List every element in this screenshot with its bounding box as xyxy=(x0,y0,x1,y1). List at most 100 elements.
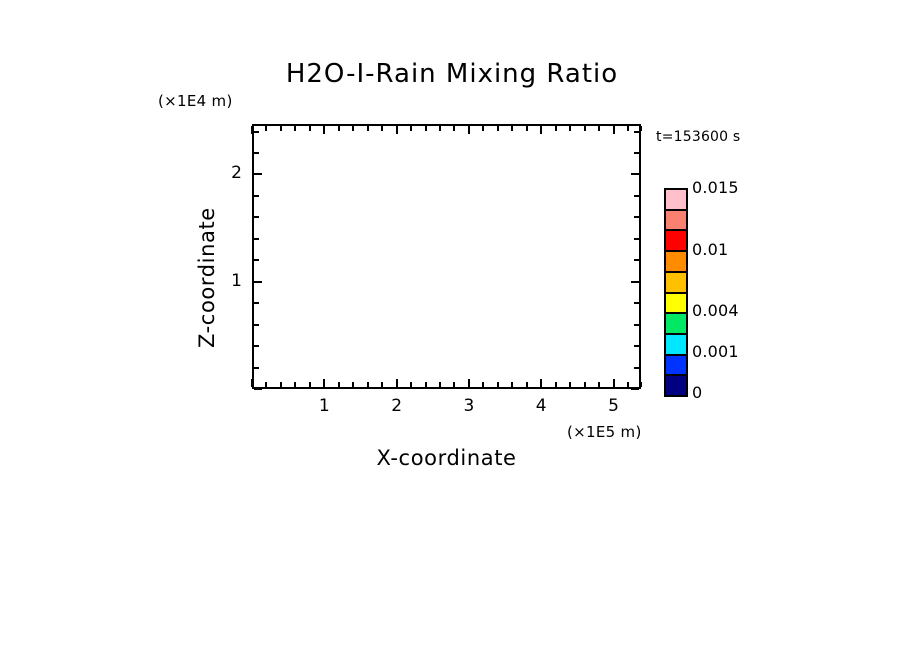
x-tick-top-minor xyxy=(511,126,514,131)
x-tick-top-major xyxy=(323,126,326,134)
x-tick-minor xyxy=(366,382,369,387)
x-tick-top-minor xyxy=(569,126,572,131)
x-tick-top-minor xyxy=(583,126,586,131)
y-tick-minor xyxy=(254,130,259,133)
y-tick-right-minor xyxy=(634,130,639,133)
plot-area[interactable] xyxy=(252,124,641,389)
colorbar-band xyxy=(666,355,686,377)
x-tick-minor xyxy=(640,382,642,387)
x-tick-major xyxy=(323,379,326,387)
y-tick-minor xyxy=(254,259,259,262)
x-tick-top-major xyxy=(251,126,253,134)
x-tick-top-minor xyxy=(265,126,268,131)
x-tick-minor xyxy=(410,382,413,387)
y-tick-right-minor xyxy=(634,194,639,197)
page-title: H2O-I-Rain Mixing Ratio xyxy=(285,59,619,89)
colorbar-band xyxy=(666,314,686,335)
x-tick-label: 1 xyxy=(318,396,330,416)
x-tick-minor xyxy=(308,382,311,387)
x-tick-major xyxy=(612,379,615,387)
y-tick-label: 1 xyxy=(231,270,242,291)
x-tick-minor xyxy=(525,382,528,387)
colorbar-band xyxy=(666,190,686,211)
colorbar[interactable] xyxy=(664,188,688,397)
x-tick-minor xyxy=(265,382,268,387)
y-tick-right-minor xyxy=(634,323,639,326)
x-tick-top-minor xyxy=(366,126,369,131)
x-tick-top-major xyxy=(395,126,398,134)
x-tick-minor xyxy=(438,382,441,387)
colorbar-tick-label: 0.004 xyxy=(692,301,739,320)
y-tick-right-minor xyxy=(634,366,639,369)
x-tick-top-minor xyxy=(279,126,282,131)
x-tick-minor xyxy=(626,382,629,387)
x-axis-title: X-coordinate xyxy=(376,446,517,470)
colorbar-tick-label: 0.015 xyxy=(692,178,739,197)
x-tick-minor xyxy=(554,382,557,387)
x-tick-top-minor xyxy=(352,126,355,131)
y-axis-units-label: (×1E4 m) xyxy=(158,92,233,110)
x-tick-major xyxy=(467,379,470,387)
y-tick-minor xyxy=(254,345,259,348)
y-tick-minor xyxy=(254,237,259,240)
y-tick-major xyxy=(254,388,262,390)
y-tick-right-minor xyxy=(634,151,639,154)
y-tick-major xyxy=(254,173,262,176)
x-tick-top-minor xyxy=(381,126,384,131)
x-tick-top-minor xyxy=(308,126,311,131)
x-tick-top-minor xyxy=(438,126,441,131)
x-tick-minor xyxy=(583,382,586,387)
y-tick-right-major xyxy=(631,280,639,283)
x-tick-top-minor xyxy=(453,126,456,131)
x-tick-minor xyxy=(381,382,384,387)
y-tick-right-minor xyxy=(634,345,639,348)
y-tick-minor xyxy=(254,151,259,154)
x-tick-minor xyxy=(453,382,456,387)
y-tick-right-minor xyxy=(634,259,639,262)
y-tick-right-major xyxy=(631,388,639,390)
x-tick-top-minor xyxy=(626,126,629,131)
x-tick-minor xyxy=(511,382,514,387)
x-tick-major xyxy=(395,379,398,387)
y-tick-minor xyxy=(254,366,259,369)
x-tick-minor xyxy=(337,382,340,387)
x-tick-top-minor xyxy=(554,126,557,131)
x-tick-top-minor xyxy=(410,126,413,131)
y-tick-right-major xyxy=(631,173,639,176)
x-tick-top-minor xyxy=(598,126,601,131)
y-axis-title: Z-coordinate xyxy=(195,207,219,348)
x-tick-top-minor xyxy=(525,126,528,131)
x-tick-top-major xyxy=(467,126,470,134)
x-tick-top-minor xyxy=(294,126,297,131)
x-tick-top-minor xyxy=(482,126,485,131)
y-tick-right-minor xyxy=(634,237,639,240)
x-tick-label: 5 xyxy=(608,396,619,416)
x-tick-minor xyxy=(294,382,297,387)
x-tick-top-minor xyxy=(640,126,642,131)
x-tick-top-major xyxy=(612,126,615,134)
colorbar-tick-label: 0 xyxy=(692,383,703,402)
colorbar-band xyxy=(666,210,686,232)
x-tick-major xyxy=(540,379,543,387)
x-tick-minor xyxy=(482,382,485,387)
y-tick-label: 2 xyxy=(231,163,242,184)
timestamp-annotation: t=153600 s xyxy=(656,129,741,145)
x-tick-minor xyxy=(352,382,355,387)
x-tick-top-minor xyxy=(337,126,340,131)
y-tick-major xyxy=(254,280,262,283)
colorbar-band xyxy=(666,272,686,294)
y-tick-minor xyxy=(254,302,259,305)
colorbar-band xyxy=(666,293,686,315)
x-tick-minor xyxy=(569,382,572,387)
x-tick-label: 2 xyxy=(391,396,403,416)
y-tick-minor xyxy=(254,216,259,219)
x-tick-label: 4 xyxy=(535,396,547,416)
x-tick-minor xyxy=(598,382,601,387)
colorbar-tick-label: 0.01 xyxy=(692,239,729,259)
colorbar-tick-label: 0.001 xyxy=(692,342,739,361)
x-axis-units-label: (×1E5 m) xyxy=(567,423,642,441)
x-tick-top-major xyxy=(540,126,543,134)
x-tick-minor xyxy=(496,382,499,387)
colorbar-band xyxy=(666,231,686,253)
